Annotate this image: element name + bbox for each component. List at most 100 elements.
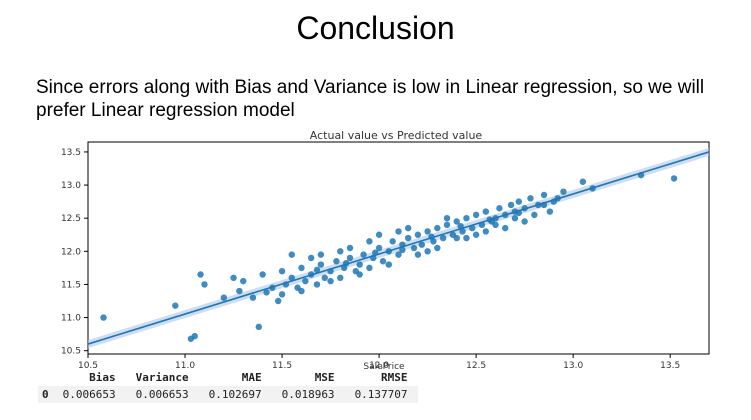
data-point xyxy=(496,205,503,212)
data-point xyxy=(321,274,328,282)
data-point xyxy=(472,211,480,219)
data-point xyxy=(197,271,204,278)
data-point xyxy=(201,281,208,288)
row-index: 0 xyxy=(38,386,53,403)
table-header-row: Bias Variance MAE MSE RMSE xyxy=(38,371,418,386)
x-tick-label: 13.0 xyxy=(563,361,583,371)
data-point xyxy=(414,251,422,258)
column-header: Variance xyxy=(135,371,189,384)
data-point xyxy=(187,335,195,342)
data-point xyxy=(395,251,402,258)
data-point xyxy=(263,289,270,296)
data-point xyxy=(366,264,373,272)
data-point xyxy=(492,221,499,229)
x-axis-ticks: 10.5 11.0 11.5 12.0 12.5 13.0 13.5 xyxy=(78,354,680,371)
data-point xyxy=(333,258,340,265)
data-point xyxy=(366,238,373,245)
data-point xyxy=(395,228,402,235)
data-point xyxy=(405,234,412,242)
y-tick-label: 11.5 xyxy=(61,280,81,290)
x-tick-label: 11.5 xyxy=(272,361,292,371)
chart-title: Actual value vs Predicted value xyxy=(310,129,483,142)
data-point xyxy=(472,231,480,238)
data-point xyxy=(375,244,383,252)
x-tick-label: 11.0 xyxy=(175,361,195,371)
metrics-table: Bias Variance MAE MSE RMSE 0 0.006653 0.006653… xyxy=(38,371,418,403)
data-point xyxy=(337,274,344,282)
data-point xyxy=(317,251,325,258)
data-point xyxy=(463,214,470,222)
table-cell: 0.137707 xyxy=(344,386,418,403)
data-point xyxy=(307,254,315,262)
plot-area-frame xyxy=(87,141,710,355)
table-row: 0 0.006653 0.006653 0.102697 0.018963 0.13770… xyxy=(38,386,418,403)
data-point xyxy=(302,277,309,285)
data-point xyxy=(453,218,460,225)
x-tick-label: 10.5 xyxy=(78,361,98,371)
data-point xyxy=(482,228,490,235)
x-tick-label: 12.5 xyxy=(466,361,486,371)
slide-body-text: Since errors along with Bias and Varianc… xyxy=(36,77,705,121)
data-point xyxy=(405,224,412,232)
data-point xyxy=(249,294,257,301)
data-point xyxy=(546,208,554,215)
data-point xyxy=(298,264,305,272)
data-point xyxy=(410,244,418,252)
data-point xyxy=(288,251,295,258)
data-point xyxy=(434,244,441,252)
data-point xyxy=(346,254,354,262)
data-point xyxy=(240,277,247,285)
data-point xyxy=(418,241,425,248)
data-point xyxy=(255,323,262,331)
data-point xyxy=(278,291,286,298)
data-point xyxy=(434,224,441,232)
data-point xyxy=(360,251,367,258)
data-point xyxy=(515,198,523,205)
column-header: MSE xyxy=(314,371,335,384)
table-cell: 0.102697 xyxy=(198,386,272,403)
data-point xyxy=(327,277,334,285)
data-point xyxy=(414,231,422,238)
data-point xyxy=(375,231,383,238)
scatter-chart: Actual value vs Predicted value 10.5 11.0… xyxy=(61,129,710,371)
data-point xyxy=(439,234,447,242)
data-point xyxy=(424,228,431,235)
data-point xyxy=(579,178,587,185)
data-point xyxy=(453,234,460,242)
data-point xyxy=(469,224,476,232)
data-point xyxy=(511,214,519,222)
data-point xyxy=(172,302,179,309)
data-point xyxy=(399,246,406,254)
y-axis-ticks: 10.5 11.0 11.5 12.0 12.5 13.0 13.5 xyxy=(61,148,88,357)
data-point xyxy=(313,281,321,288)
y-tick-label: 10.5 xyxy=(61,347,81,357)
y-tick-label: 12.5 xyxy=(61,214,81,224)
data-point xyxy=(274,297,282,305)
data-point xyxy=(356,271,363,278)
regression-line-path xyxy=(87,151,710,345)
scatter-points xyxy=(100,171,678,342)
regression-line xyxy=(87,151,710,345)
y-tick-label: 13.0 xyxy=(61,181,81,191)
data-point xyxy=(337,248,344,255)
data-point xyxy=(389,238,396,245)
data-point xyxy=(424,248,431,255)
table-cell: 0.006653 xyxy=(125,386,199,403)
data-point xyxy=(379,258,387,265)
data-point xyxy=(443,221,451,229)
data-point xyxy=(507,201,515,209)
data-point xyxy=(259,271,266,278)
table-cell: 0.018963 xyxy=(271,386,345,403)
data-point xyxy=(540,191,548,199)
data-point xyxy=(670,175,678,182)
data-point xyxy=(459,228,466,235)
x-tick-label: 13.5 xyxy=(660,361,680,371)
data-point xyxy=(482,208,490,215)
data-point xyxy=(278,267,286,275)
data-point xyxy=(385,261,392,268)
data-point xyxy=(560,188,567,195)
data-point xyxy=(313,266,321,274)
index-header xyxy=(38,371,53,386)
data-point xyxy=(220,294,228,301)
column-header: Bias xyxy=(89,371,116,384)
